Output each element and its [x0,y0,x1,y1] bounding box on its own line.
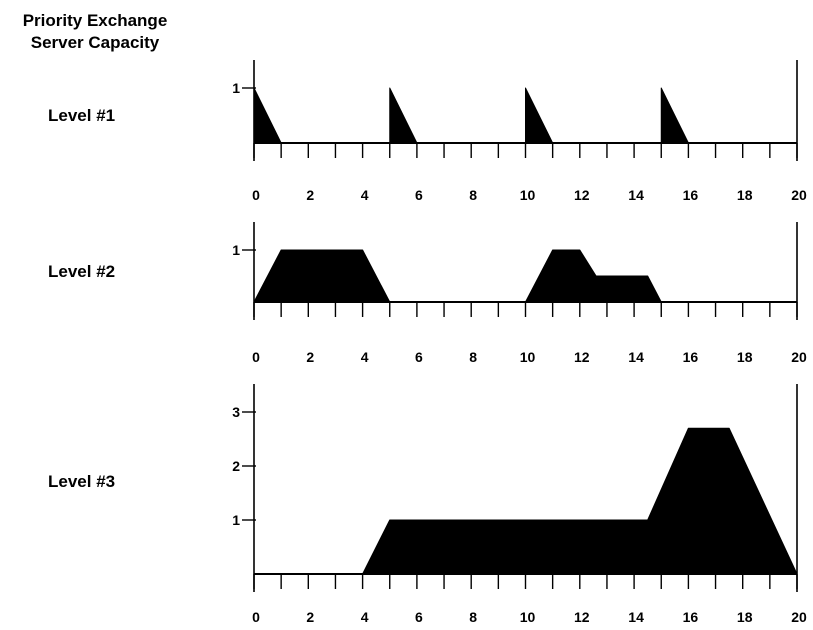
level-3-x-tick-label: 18 [737,609,753,625]
level-1-y-tick-label: 1 [232,80,240,96]
level-3-capacity-area [253,427,798,575]
level-3-x-tick-label: 2 [306,609,314,625]
level-3-y-tick-label: 2 [232,458,240,474]
level-2-label: Level #2 [48,262,116,281]
level-1-capacity-area [253,87,798,144]
level-2-x-tick-label: 8 [469,349,477,365]
level-2-y-tick-label: 1 [232,242,240,258]
level-3-label: Level #3 [48,472,116,491]
level-3-x-tick-label: 0 [252,609,260,625]
level-1-x-tick-label: 14 [628,187,644,203]
figure-title-line-1: Priority Exchange [22,11,168,30]
level-2-x-tick-label: 10 [520,349,536,365]
level-2-x-tick-label: 0 [252,349,260,365]
level-1-x-tick-label: 12 [574,187,590,203]
level-3-y-tick-label: 1 [232,512,240,528]
level-1-x-tick-label: 16 [683,187,699,203]
level-1-x-tick-label: 18 [737,187,753,203]
level-1-x-tick-label: 2 [306,187,314,203]
level-3-x-tick-label: 10 [520,609,536,625]
level-2-x-tick-label: 14 [628,349,644,365]
level-2-x-tick-label: 20 [791,349,807,365]
level-1-x-tick-label: 4 [361,187,369,203]
level-2-x-tick-label: 12 [574,349,590,365]
level-2-x-tick-label: 18 [737,349,753,365]
level-2-x-tick-label: 4 [361,349,369,365]
figure-title-line-2: Server Capacity [30,33,160,52]
level-3-x-tick-label: 16 [683,609,699,625]
level-1-x-tick-label: 10 [520,187,536,203]
level-3-x-tick-label: 12 [574,609,590,625]
figure-title: Priority Exchange Server Capacity [0,10,190,54]
level-3-x-tick-label: 14 [628,609,644,625]
level-2-capacity-area [253,249,798,303]
level-1-label: Level #1 [48,106,116,125]
level-1-x-tick-label: 0 [252,187,260,203]
level-3-x-tick-label: 4 [361,609,369,625]
level-1-x-tick-label: 6 [415,187,423,203]
level-1-x-tick-label: 8 [469,187,477,203]
level-2-x-tick-label: 2 [306,349,314,365]
level-1-x-tick-label: 20 [791,187,807,203]
level-2-x-tick-label: 6 [415,349,423,365]
level-3-x-tick-label: 20 [791,609,807,625]
level-3-y-tick-label: 3 [232,404,240,420]
level-3-x-tick-label: 6 [415,609,423,625]
level-2-x-tick-label: 16 [683,349,699,365]
level-3-x-tick-label: 8 [469,609,477,625]
